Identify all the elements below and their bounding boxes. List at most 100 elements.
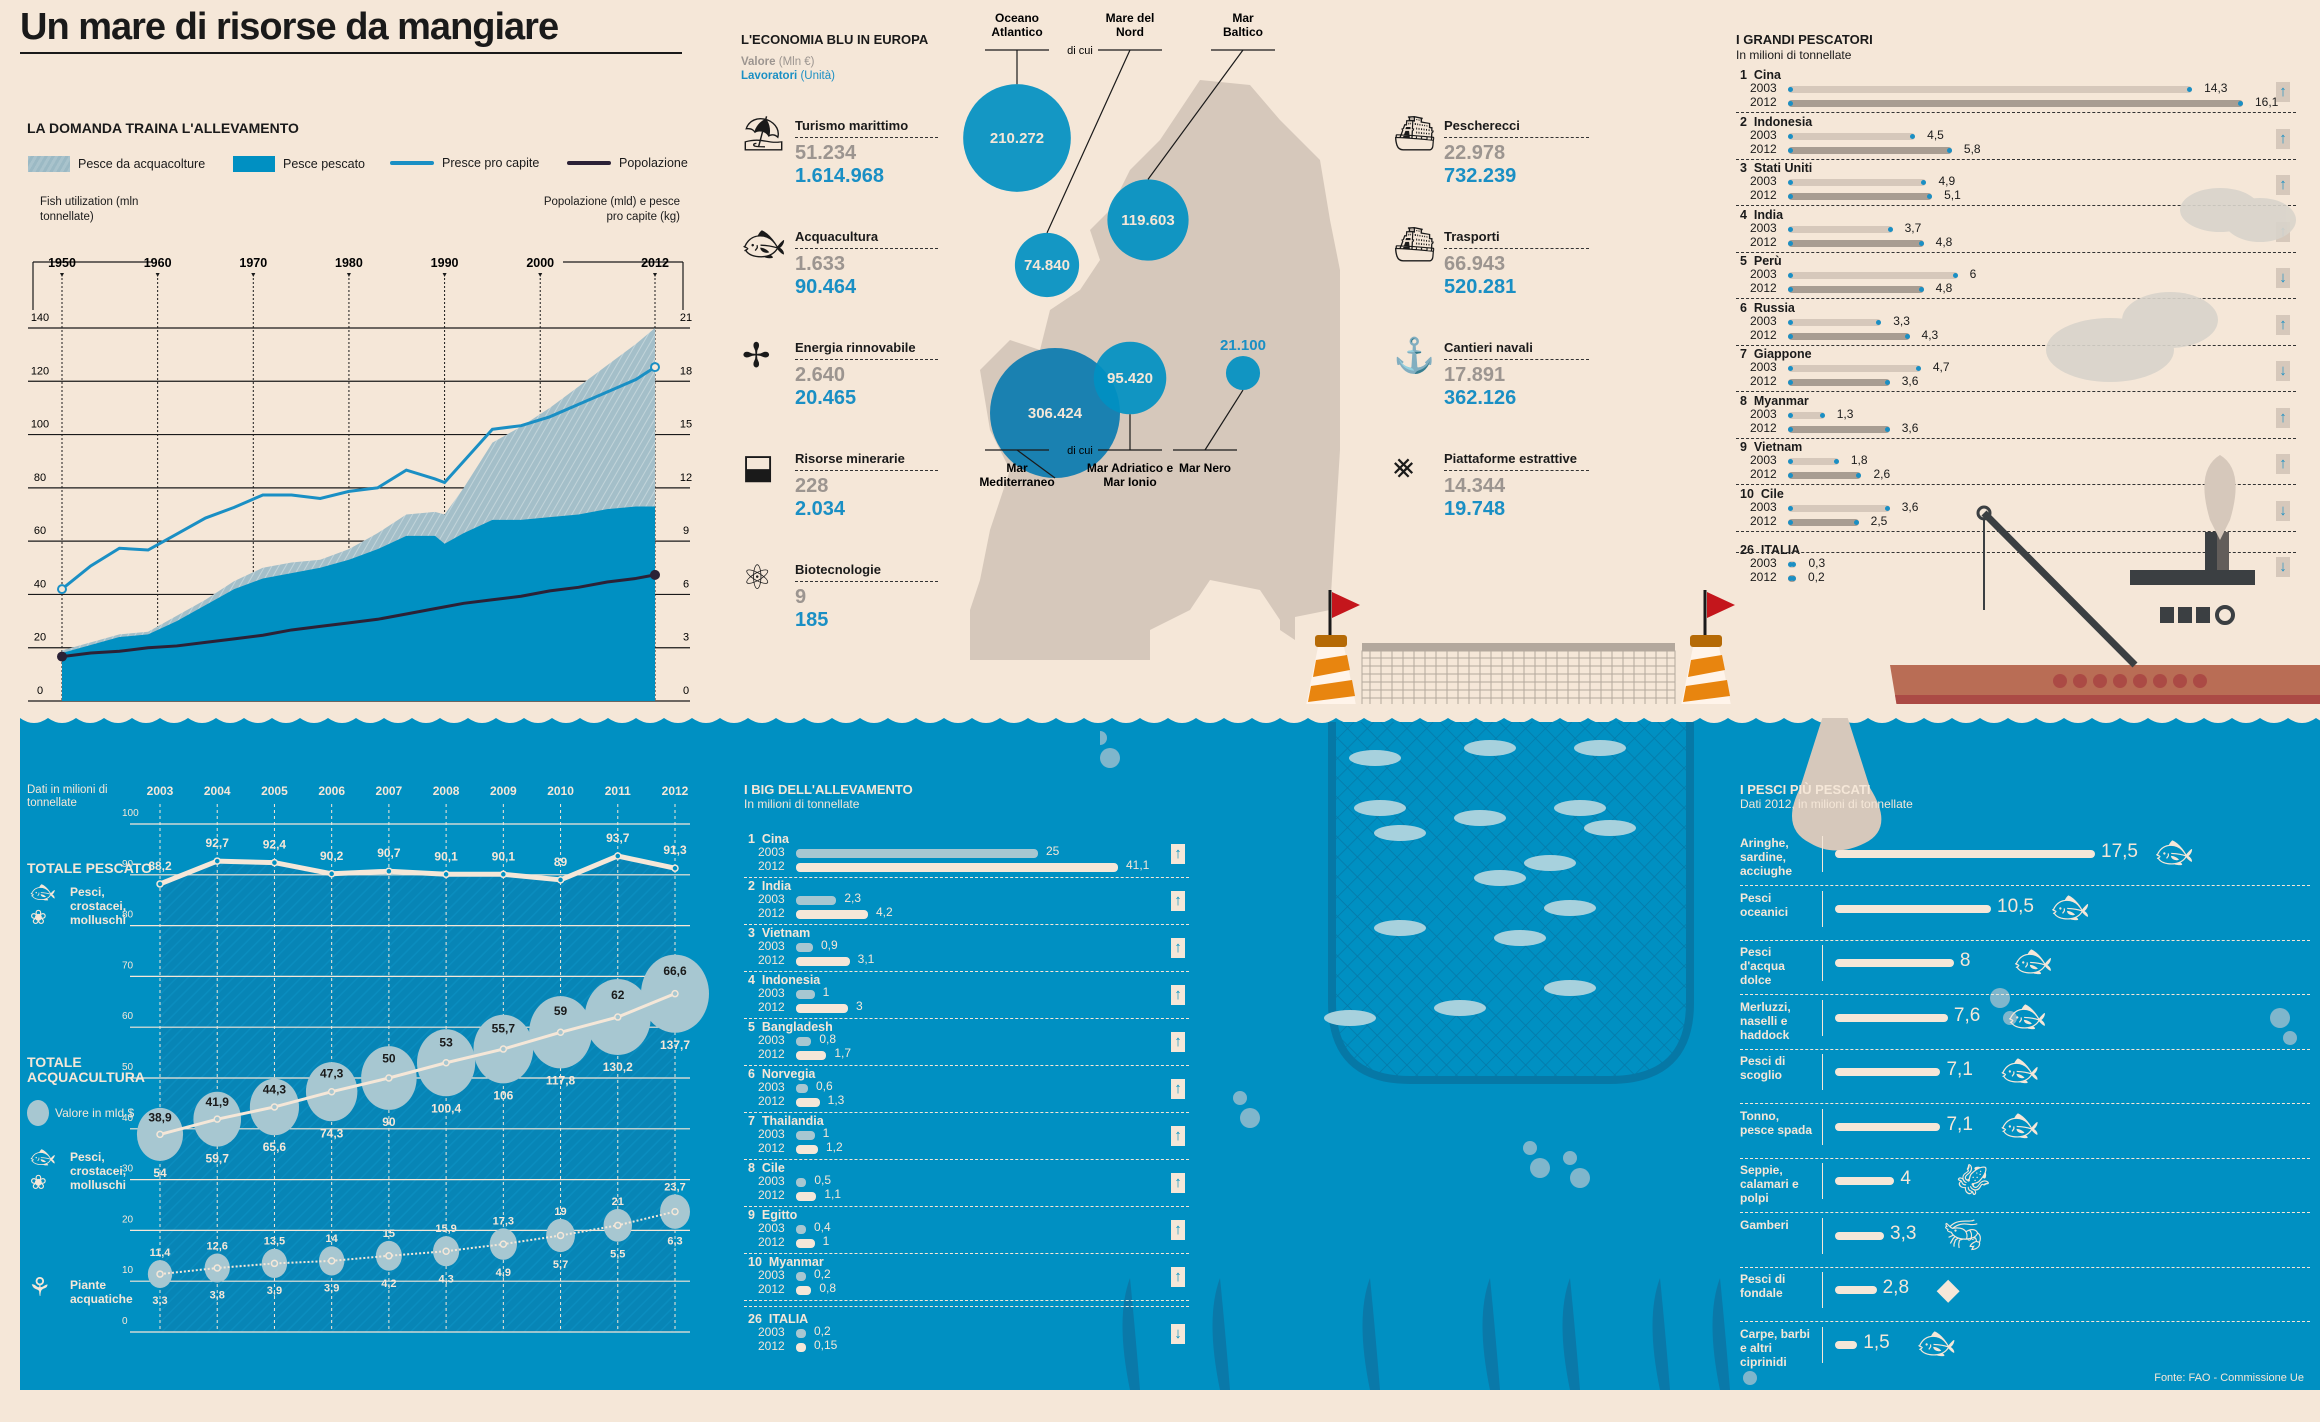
point-acquacultura	[327, 1087, 336, 1096]
arrow-up-icon: ↑	[1171, 1032, 1185, 1052]
label-pescato: 89	[554, 855, 568, 869]
porthole	[2073, 674, 2087, 688]
bar	[796, 1004, 848, 1013]
label-pescato: 93,7	[606, 831, 630, 845]
big-subtitle: In milioni di tonnellate	[744, 797, 860, 811]
label-acquacultura-value: 65,6	[263, 1140, 287, 1154]
year-label: 2012	[758, 1339, 785, 1353]
country-name: 8 Cile	[748, 1161, 785, 1175]
year-label: 2003	[1750, 174, 1777, 188]
fish-icon: 🐟︎	[742, 226, 786, 264]
arrow-up-icon: ↑	[1171, 1126, 1185, 1146]
year-label: 2012	[758, 859, 785, 873]
bar	[796, 957, 850, 966]
year-label: 2003	[758, 1268, 785, 1282]
pesci-row: Pesci di scoglio 7,1 🐟︎	[1740, 1050, 2310, 1104]
bubble-icon	[1100, 731, 1107, 745]
label-piante-value: 4,2	[381, 1278, 396, 1290]
allevamento-row: 3 Vietnam 2003 0,9 2012 3,1 ↑	[744, 926, 1189, 972]
bar-startpoint	[1788, 380, 1793, 385]
x-tick: 1960	[144, 256, 172, 270]
bar-value: 0,4	[814, 1220, 831, 1234]
area-pescato	[160, 856, 675, 1332]
bubble-icon	[2283, 1031, 2297, 1045]
bar	[1835, 1286, 1877, 1294]
bar-endpoint	[1791, 562, 1797, 567]
bubble-icon	[1743, 1371, 1757, 1385]
country-name: 26 ITALIA	[1740, 543, 1801, 557]
fish-icon	[1554, 800, 1606, 816]
country-name: 2 India	[748, 879, 792, 893]
fish-icon	[1349, 750, 1401, 766]
sector-workers: 2.034	[795, 498, 846, 520]
pesci-title: I PESCI PIÙ PESCATI	[1740, 782, 1871, 797]
leader-line	[1147, 49, 1244, 180]
sector-workers: 20.465	[795, 387, 857, 409]
tuna-icon: 🐟︎	[2000, 1109, 2039, 1143]
point-pescato	[556, 876, 565, 884]
sector-workers: 732.239	[1444, 165, 1517, 187]
bar-value: 6	[1969, 267, 1977, 281]
bar	[1788, 518, 1859, 526]
bar-value: 1	[822, 1234, 830, 1248]
label-piante: 19	[554, 1206, 566, 1218]
label-acquacultura-value: 100,4	[431, 1101, 461, 1115]
label-piante: 17,3	[493, 1215, 514, 1227]
chart-domanda: 0 0 20 3 40 6 60 9 80 12 100 15 120 18 140 21 1950 1960 19…	[28, 256, 692, 702]
bubble-icon	[1990, 988, 2010, 1008]
bar	[1788, 179, 1927, 186]
bar-value: 1,3	[827, 1093, 845, 1107]
bar	[796, 849, 1038, 858]
bar-value: 3,1	[857, 952, 875, 966]
legend-pescato: Pesce pescato	[233, 156, 365, 172]
allevamento-row: 5 Bangladesh 2003 0,8 2012 1,7 ↑	[744, 1020, 1189, 1066]
porthole	[2093, 674, 2107, 688]
bar	[1788, 286, 1924, 293]
year-label: 2012	[1750, 467, 1777, 481]
label-piante-value: 3,3	[152, 1295, 167, 1307]
arrow-down-icon: ↓	[2276, 500, 2290, 521]
pescatori-row: 26 ITALIA 2003 0,3 2012 0,2 ↓	[1736, 543, 2296, 587]
bar	[796, 1145, 818, 1154]
pescato-sublabel: Pesci, crostacei, molluschi	[70, 885, 127, 927]
bar-startpoint	[1788, 333, 1793, 339]
y-tick-left: 0	[37, 685, 43, 697]
line-popolazione	[61, 573, 656, 659]
label-piante: 13,5	[264, 1236, 285, 1248]
allevamento-row: 26 ITALIA 2003 0,2 2012 0,15 ↓	[744, 1312, 1189, 1357]
divider	[1444, 137, 1589, 138]
country-name: 1 Cina	[748, 832, 789, 846]
bar	[1835, 1122, 1941, 1131]
label-acquacultura: 59	[554, 1004, 568, 1018]
fish-icon: 🐟︎	[30, 882, 56, 904]
y-tick-right: 9	[683, 525, 689, 537]
trout-icon: 🐟︎	[2013, 946, 2052, 979]
di-cui-label: di cui	[1067, 445, 1093, 457]
bar-value: 0,15	[814, 1338, 838, 1352]
y-tick: 10	[122, 1265, 134, 1276]
pesci-row: Aringhe, sardine, acciughe 17,5 🐟︎	[1740, 832, 2310, 886]
point-pescato	[614, 852, 622, 860]
point-pescato	[156, 880, 164, 888]
bar-value: 0,2	[814, 1324, 831, 1338]
bar-endpoint	[1904, 333, 1910, 339]
sector-workers: 1.614.968	[795, 165, 884, 187]
fish-category-label: Seppie, calamari e polpi	[1740, 1163, 1799, 1205]
legend-procapite: Presce pro capite	[390, 156, 539, 170]
bar-value: 0,2	[814, 1267, 831, 1281]
year-label: 2012	[758, 1188, 785, 1202]
bar-endpoint	[1918, 287, 1924, 292]
bar-startpoint	[1788, 473, 1793, 478]
line-acquacultura	[159, 992, 676, 1136]
bar	[1788, 365, 1921, 372]
seaweed-icon	[1362, 1278, 1380, 1390]
point-acquacultura	[213, 1115, 221, 1123]
bar-value: 4,9	[1938, 174, 1956, 188]
bar-startpoint	[1788, 273, 1793, 278]
sector-value: 228	[795, 475, 829, 497]
bar-value: 2,3	[844, 891, 862, 905]
label-acquacultura: 38,9	[148, 1111, 172, 1125]
bar-startpoint	[1788, 519, 1793, 525]
sea-name: Baltico	[1223, 25, 1263, 39]
point-piante	[327, 1257, 336, 1265]
